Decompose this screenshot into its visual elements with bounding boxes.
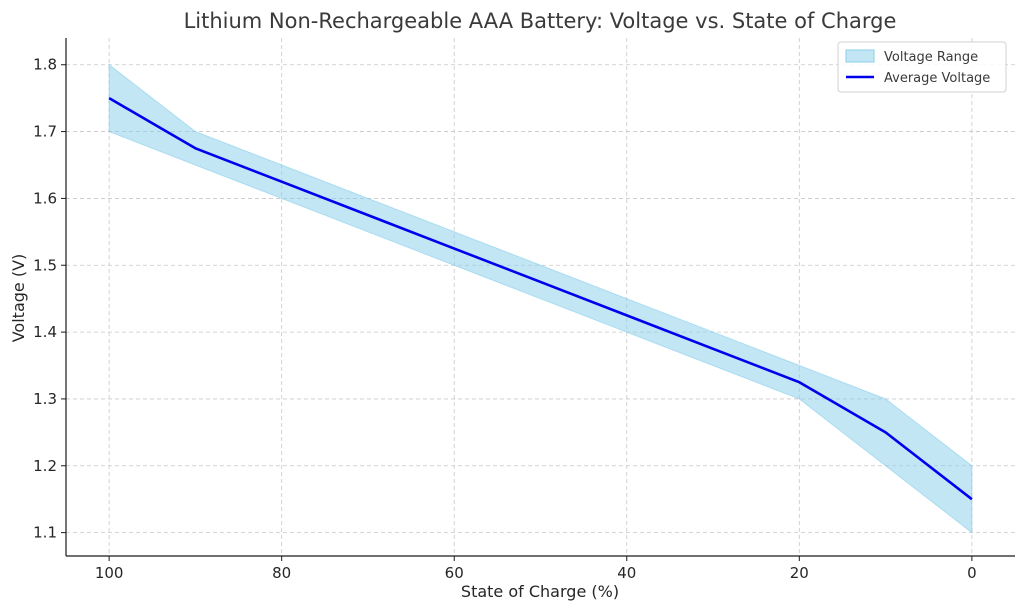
voltage-range-band-layer xyxy=(108,63,973,534)
x-axis-label: State of Charge (%) xyxy=(461,582,619,601)
x-tick-label: 80 xyxy=(272,564,291,582)
tick-labels: 100 80 60 40 20 0 1.1 1.2 1.3 1.4 1.5 1.6 1.7 1.8 xyxy=(33,56,976,582)
average-voltage-line-layer xyxy=(108,97,973,501)
y-tick-label: 1.8 xyxy=(33,56,57,74)
y-tick-label: 1.4 xyxy=(33,323,57,341)
x-tick-label: 0 xyxy=(967,564,977,582)
x-tick-label: 100 xyxy=(95,564,124,582)
legend-frame xyxy=(837,41,1007,93)
y-tick-label: 1.6 xyxy=(33,189,57,207)
legend: Voltage Range Average Voltage xyxy=(837,41,1007,93)
average-voltage-line xyxy=(108,97,973,501)
chart-title: Lithium Non-Rechargeable AAA Battery: Vo… xyxy=(184,9,897,33)
grid xyxy=(66,38,1015,556)
axes xyxy=(61,38,1015,561)
y-tick-label: 1.7 xyxy=(33,123,57,141)
legend-swatch-voltage-range xyxy=(845,49,875,63)
legend-label-average-voltage: Average Voltage xyxy=(884,71,990,86)
legend-label-voltage-range: Voltage Range xyxy=(884,50,978,65)
voltage-range-band xyxy=(108,63,973,534)
x-tick-label: 40 xyxy=(617,564,636,582)
y-axis-label: Voltage (V) xyxy=(9,254,28,343)
x-tick-label: 20 xyxy=(790,564,809,582)
y-tick-label: 1.3 xyxy=(33,390,57,408)
y-tick-label: 1.5 xyxy=(33,256,57,274)
y-tick-label: 1.2 xyxy=(33,457,57,475)
x-tick-label: 60 xyxy=(445,564,464,582)
y-tick-label: 1.1 xyxy=(33,524,57,542)
